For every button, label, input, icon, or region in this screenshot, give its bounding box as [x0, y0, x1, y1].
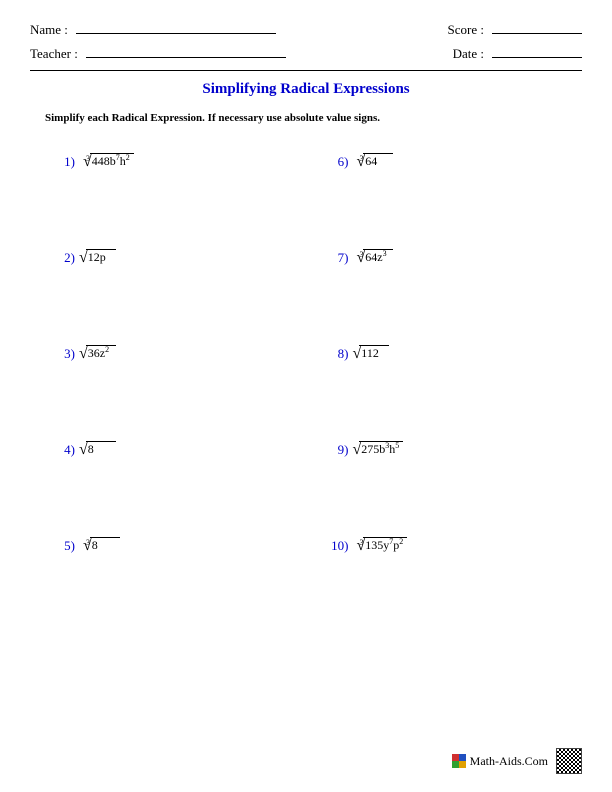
radicand: 8 — [86, 441, 116, 457]
radical: 3 √ 135y7p2 — [355, 538, 408, 554]
teacher-line — [86, 44, 286, 58]
date-field: Date : — [453, 44, 582, 62]
date-line — [492, 44, 582, 58]
logo-q2 — [459, 754, 466, 761]
date-label: Date : — [453, 46, 484, 62]
page-title: Simplifying Radical Expressions — [30, 81, 582, 98]
problem-3: 3) √ 36z2 — [55, 346, 289, 362]
footer-text: Math-Aids.Com — [470, 754, 548, 769]
teacher-label: Teacher : — [30, 46, 78, 62]
radical: √ 275b3h5 — [355, 442, 404, 458]
instruction-text: Simplify each Radical Expression. If nec… — [45, 112, 582, 124]
radical: √ 12p — [81, 250, 116, 266]
radical: 3 √ 64 — [355, 154, 394, 170]
problem-number: 3) — [55, 346, 75, 362]
header-row-2: Teacher : Date : — [30, 44, 582, 62]
problem-number: 4) — [55, 442, 75, 458]
radicand: 8 — [90, 537, 120, 553]
problem-number: 9) — [329, 442, 349, 458]
radical: √ 36z2 — [81, 346, 116, 362]
problem-1: 1) 3 √ 448b7h2 — [55, 154, 289, 170]
problem-8: 8) √ 112 — [329, 346, 563, 362]
radical: √ 8 — [81, 442, 116, 458]
radicand: 448b7h2 — [90, 153, 134, 169]
problem-4: 4) √ 8 — [55, 442, 289, 458]
logo-q4 — [459, 761, 466, 768]
problem-6: 6) 3 √ 64 — [329, 154, 563, 170]
name-label: Name : — [30, 22, 68, 38]
qr-code-icon — [556, 748, 582, 774]
name-line — [76, 20, 276, 34]
teacher-field: Teacher : — [30, 44, 286, 62]
radicand: 64z3 — [363, 249, 393, 265]
radicand: 112 — [359, 345, 389, 361]
logo-q1 — [452, 754, 459, 761]
logo-q3 — [452, 761, 459, 768]
problem-number: 5) — [55, 538, 75, 554]
radicand: 64 — [363, 153, 393, 169]
problem-number: 6) — [329, 154, 349, 170]
radical: √ 112 — [355, 346, 390, 362]
problem-number: 1) — [55, 154, 75, 170]
problem-5: 5) 3 √ 8 — [55, 538, 289, 554]
radicand: 12p — [86, 249, 116, 265]
logo-icon — [452, 754, 466, 768]
header-row-1: Name : Score : — [30, 20, 582, 38]
problem-number: 8) — [329, 346, 349, 362]
problem-2: 2) √ 12p — [55, 250, 289, 266]
radical: 3 √ 8 — [81, 538, 120, 554]
problem-10: 10) 3 √ 135y7p2 — [329, 538, 563, 554]
radical: 3 √ 64z3 — [355, 250, 394, 266]
problems-grid: 1) 3 √ 448b7h2 6) 3 √ 64 2) √ 12p 7) 3 √… — [30, 154, 582, 554]
footer: Math-Aids.Com — [452, 748, 582, 774]
score-field: Score : — [448, 20, 582, 38]
problem-number: 7) — [329, 250, 349, 266]
divider — [30, 70, 582, 71]
problem-9: 9) √ 275b3h5 — [329, 442, 563, 458]
problem-number: 2) — [55, 250, 75, 266]
score-label: Score : — [448, 22, 484, 38]
radical: 3 √ 448b7h2 — [81, 154, 134, 170]
name-field: Name : — [30, 20, 276, 38]
score-line — [492, 20, 582, 34]
problem-7: 7) 3 √ 64z3 — [329, 250, 563, 266]
radicand: 275b3h5 — [359, 441, 403, 457]
radicand: 135y7p2 — [363, 537, 407, 553]
radicand: 36z2 — [86, 345, 116, 361]
problem-number: 10) — [329, 538, 349, 554]
